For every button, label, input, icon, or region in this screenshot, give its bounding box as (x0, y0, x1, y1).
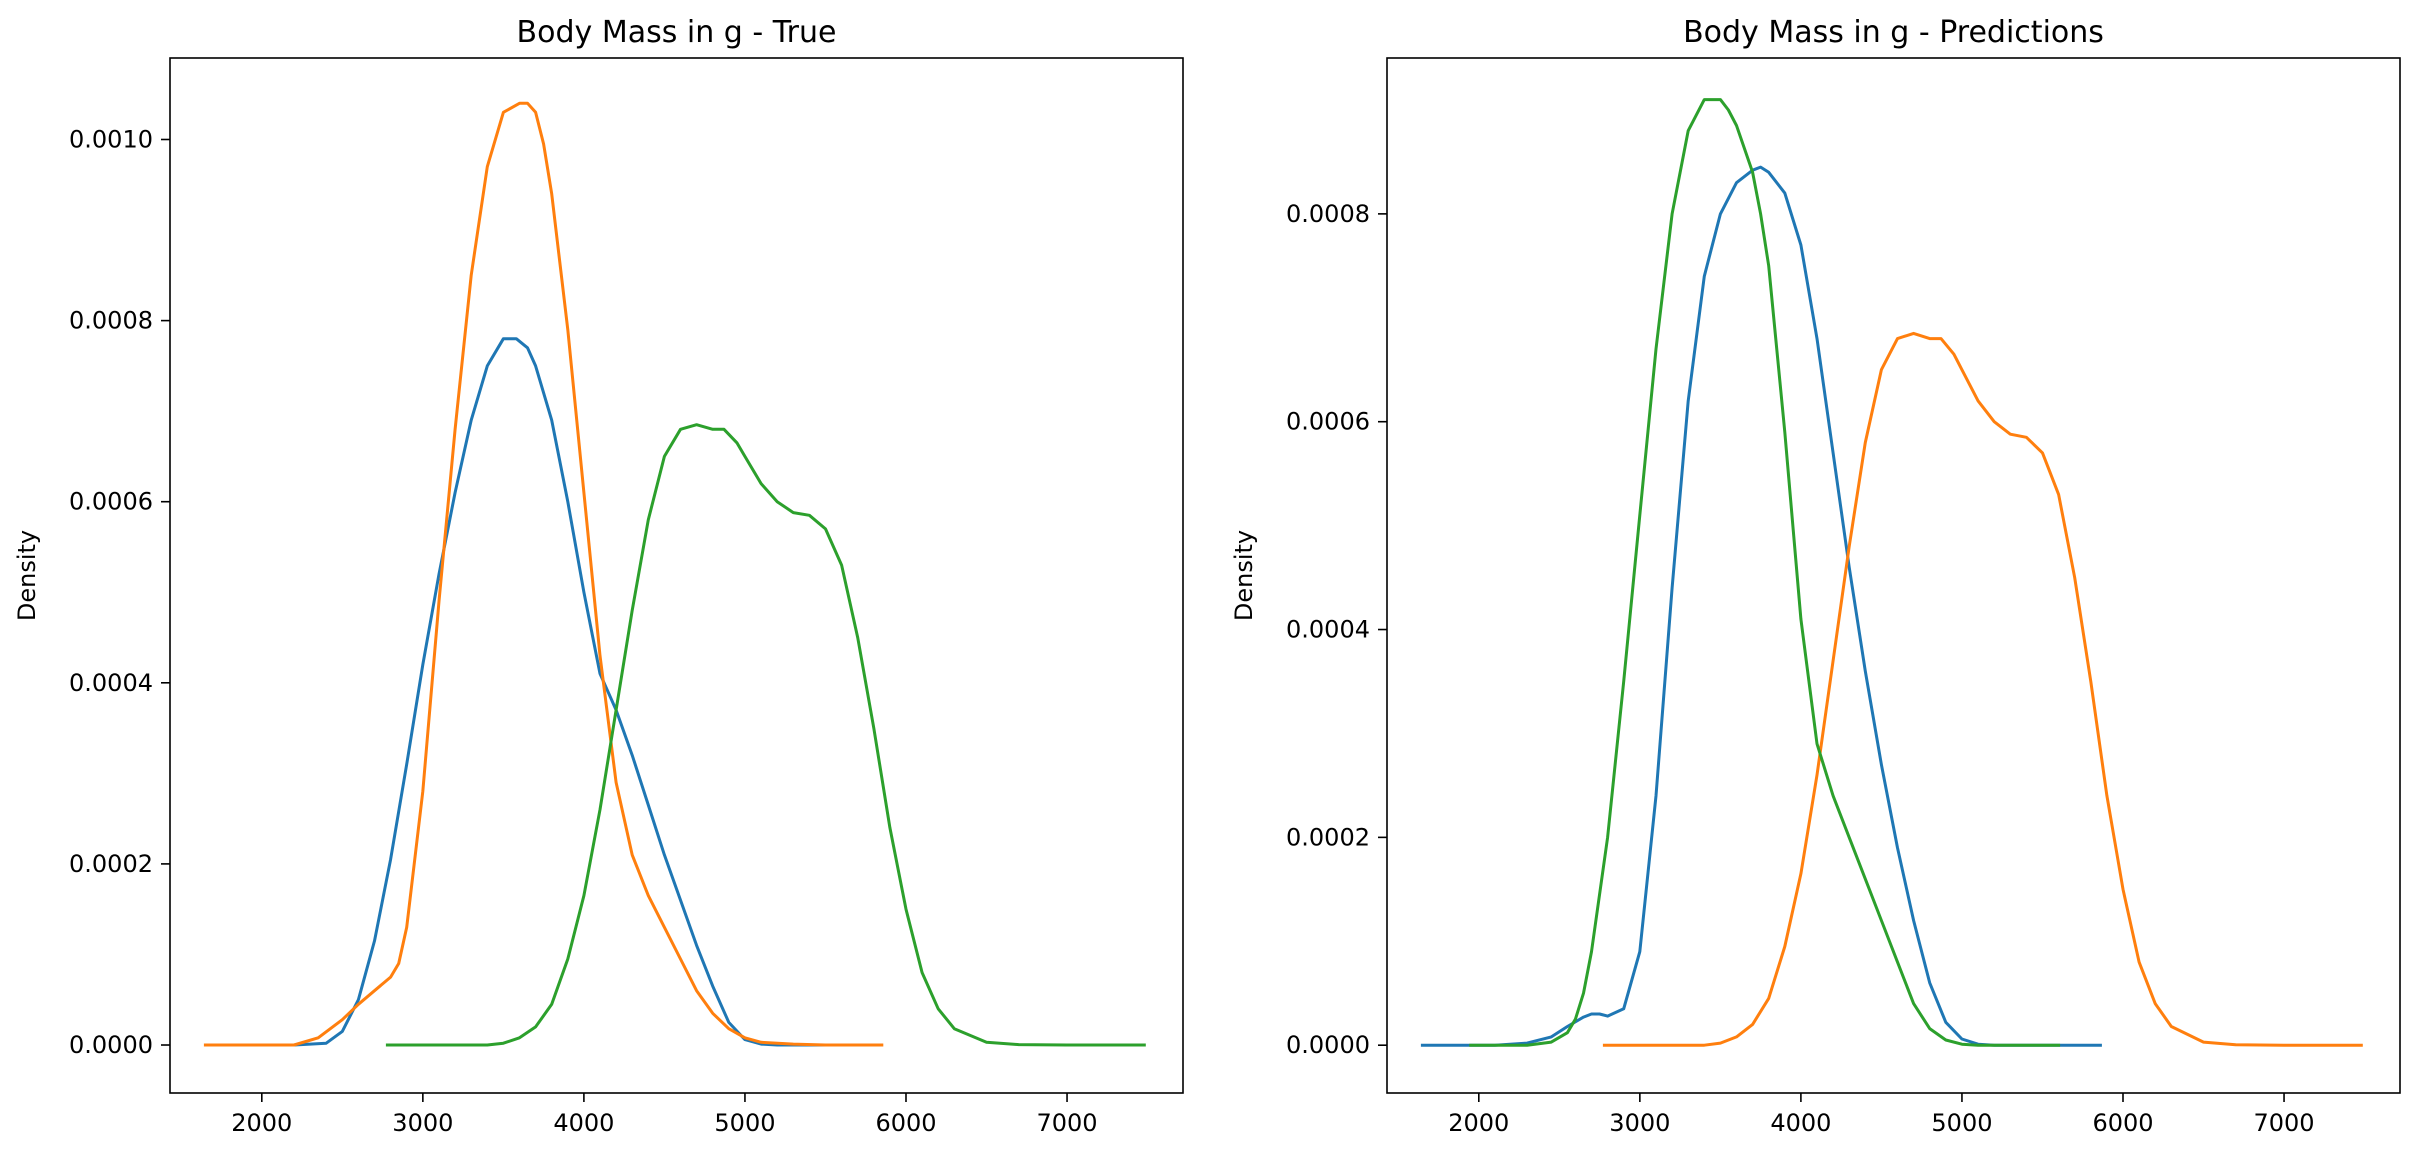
y-tick-label: 0.0010 (69, 125, 153, 153)
y-tick-label: 0.0008 (1286, 200, 1370, 228)
y-tick-label: 0.0004 (69, 669, 153, 697)
series-line-blue (252, 337, 844, 1047)
y-tick-label: 0.0002 (1286, 823, 1370, 851)
y-axis-label: Density (13, 530, 41, 621)
x-tick-label: 3000 (1609, 1109, 1670, 1137)
subplot-true: 2000 3000 4000 5000 6000 7000 0.0000 0.0002 0.00… (13, 15, 1184, 1137)
y-tick-label: 0.0006 (1286, 408, 1370, 436)
axes-frame (1386, 57, 2401, 1094)
chart-title: Body Mass in g - Predictions (1683, 15, 2104, 50)
plot-area (1420, 98, 2363, 1047)
y-tick-label: 0.0008 (69, 307, 153, 335)
x-tick-label: 6000 (875, 1109, 936, 1137)
chart-title: Body Mass in g - True (517, 15, 837, 50)
y-tick-label: 0.0004 (1286, 616, 1370, 644)
y-tick-label: 0.0006 (69, 488, 153, 516)
series-line-orange (203, 101, 884, 1047)
series-line-green (385, 423, 1146, 1047)
axes-frame (169, 57, 1184, 1094)
y-axis-label: Density (1230, 530, 1258, 621)
x-tick-label: 7000 (1037, 1109, 1098, 1137)
y-tick-label: 0.0002 (69, 850, 153, 878)
x-tick-label: 7000 (2254, 1109, 2315, 1137)
subplot-predictions: 2000 3000 4000 5000 6000 7000 0.0000 0.0002 0.00… (1230, 15, 2401, 1137)
plot-area (203, 101, 1146, 1047)
x-tick-label: 5000 (714, 1109, 775, 1137)
x-tick-label: 3000 (392, 1109, 453, 1137)
series-line-green (1469, 98, 2061, 1047)
y-tick-label: 0.0000 (1286, 1031, 1370, 1059)
series-line-orange (1602, 331, 2363, 1047)
x-tick-label: 4000 (553, 1109, 614, 1137)
x-tick-label: 5000 (1931, 1109, 1992, 1137)
x-tick-label: 4000 (1770, 1109, 1831, 1137)
x-tick-label: 2000 (1448, 1109, 1509, 1137)
x-tick-label: 2000 (231, 1109, 292, 1137)
x-tick-label: 6000 (2092, 1109, 2153, 1137)
y-tick-label: 0.0000 (69, 1031, 153, 1059)
series-line-blue (1420, 165, 2102, 1047)
